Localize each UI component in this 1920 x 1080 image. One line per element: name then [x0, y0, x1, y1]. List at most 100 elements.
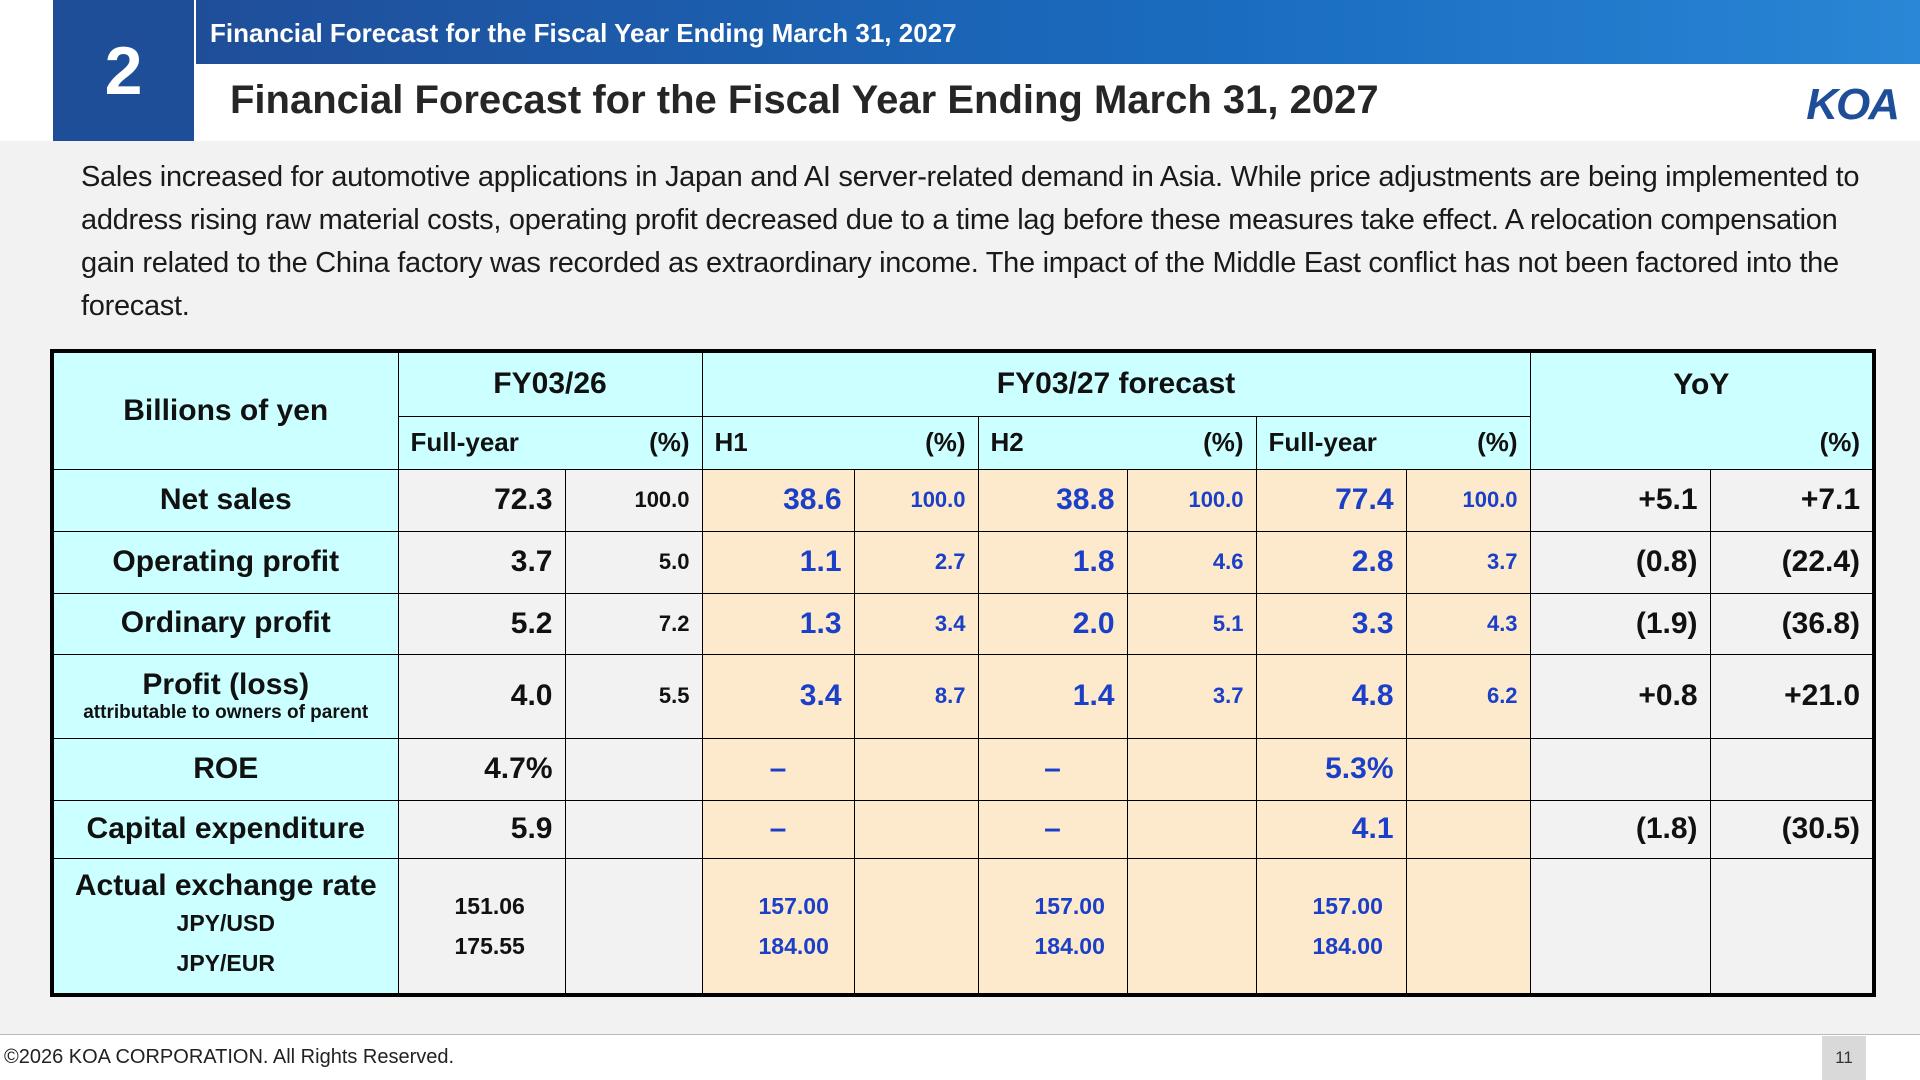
cell-text: – — [769, 812, 787, 845]
group-header: FY03/27 forecast — [701, 350, 1531, 417]
cell-text: 5.5 — [658, 683, 690, 708]
cell — [1529, 737, 1711, 801]
body-text: Sales increased for automotive applicati… — [81, 161, 1860, 322]
label-text: Operating profit — [112, 544, 340, 578]
cell: 1.4 — [977, 653, 1128, 739]
subheader: (%) — [1127, 415, 1257, 470]
row-label: Net sales — [51, 468, 399, 532]
cell: 2.7 — [853, 530, 979, 594]
cell: – — [977, 737, 1128, 801]
group-header: FY03/26 — [397, 350, 703, 417]
cell-text: 3.4 — [934, 610, 966, 636]
row-label: Operating profit — [51, 530, 399, 594]
subheader: (%) — [565, 415, 703, 470]
cell-text: 1.1 — [799, 545, 842, 578]
cell: 2.0 — [977, 592, 1128, 655]
label-text: Net sales — [159, 482, 292, 516]
cell-text: 7.2 — [658, 610, 690, 636]
cell: +0.8 — [1529, 653, 1711, 739]
cell-text: – — [769, 752, 787, 785]
cell: 157.00 184.00 — [701, 857, 855, 996]
cell: 5.5 — [564, 653, 703, 739]
data-row: Net sales 72.3 100.0 38.6 100.0 38.8 100.0 77.4… — [51, 468, 1875, 532]
cell-line: 157.00 — [1312, 892, 1383, 919]
subheader: Full-year — [1255, 415, 1407, 470]
cell: (22.4) — [1709, 530, 1875, 594]
subheader: (%) — [1406, 415, 1531, 470]
cell: 3.7 — [1126, 653, 1257, 739]
cell: (36.8) — [1709, 592, 1875, 655]
cell-text: +5.1 — [1638, 483, 1698, 516]
cell: – — [701, 799, 855, 859]
cell-text: 6.2 — [1486, 683, 1518, 708]
cell: 4.0 — [397, 653, 566, 739]
cell-text: 2.8 — [1351, 545, 1394, 578]
cell: 1.3 — [701, 592, 855, 655]
cell — [1405, 857, 1531, 996]
cell-text: +0.8 — [1638, 679, 1698, 712]
banner: Financial Forecast for the Fiscal Year E… — [196, 0, 1920, 64]
cell-text: (22.4) — [1781, 545, 1861, 578]
cell-text: 4.8 — [1351, 679, 1394, 712]
cell-text: (30.5) — [1781, 812, 1861, 845]
cell-text: +21.0 — [1784, 679, 1861, 712]
cell: 100.0 — [853, 468, 979, 532]
forecast-table: Billions of yen FY03/26 FY03/27 forecast Yo… — [50, 349, 1877, 997]
cell-line: 184.00 — [1312, 932, 1383, 959]
subheader: (%) — [1529, 416, 1875, 470]
cell: 5.1 — [1126, 592, 1257, 655]
cell: 38.8 — [977, 468, 1128, 532]
cell-text: 38.6 — [783, 483, 842, 516]
row-label: Ordinary profit — [51, 592, 399, 655]
label-text: Ordinary profit — [120, 606, 331, 640]
cell-text: 1.3 — [799, 606, 842, 640]
cell-line: 184.00 — [1034, 932, 1105, 959]
cell: (0.8) — [1529, 530, 1711, 594]
data-row: Operating profit 3.7 5.0 1.1 2.7 1.8 4.6 2.8 3.7… — [51, 530, 1875, 594]
cell-text: 100.0 — [1462, 487, 1518, 512]
cell-text: 3.4 — [799, 679, 842, 712]
cell: 72.3 — [397, 468, 566, 532]
cell: – — [977, 799, 1128, 859]
cell-text: 5.1 — [1212, 610, 1244, 636]
cell — [564, 799, 703, 859]
title: Financial Forecast for the Fiscal Year E… — [230, 78, 1379, 122]
cell — [1126, 857, 1257, 996]
cell: 1.1 — [701, 530, 855, 594]
logo: KOA — [1806, 80, 1900, 129]
subheader: H1 — [701, 415, 855, 470]
cell: +5.1 — [1529, 468, 1711, 532]
cell: 4.6 — [1126, 530, 1257, 594]
cell-text: 3.7 — [1486, 549, 1518, 574]
cell — [564, 857, 703, 996]
cell-text: – — [1044, 752, 1061, 785]
cell-text: 4.1 — [1351, 812, 1394, 845]
cell: 100.0 — [1405, 468, 1531, 532]
cell-text: 5.3% — [1325, 752, 1394, 785]
cell-line: 184.00 — [758, 932, 829, 959]
page-number: 11 — [1822, 1036, 1866, 1080]
cell: 3.4 — [853, 592, 979, 655]
cell-text: – — [1044, 812, 1061, 845]
cell: 4.8 — [1255, 653, 1407, 739]
cell — [1405, 799, 1531, 859]
cell — [853, 857, 979, 996]
cell-text: 4.7% — [484, 752, 553, 785]
cell-text: 5.2 — [510, 606, 553, 640]
cell — [1709, 737, 1875, 801]
cell-text: 8.7 — [934, 683, 966, 708]
cell — [853, 799, 979, 859]
cell-text: 2.0 — [1072, 606, 1115, 640]
cell-text: 3.7 — [510, 545, 553, 578]
header-row: Billions of yen FY03/26 FY03/27 forecast Yo… — [51, 350, 1875, 470]
cell — [1126, 799, 1257, 859]
cell: 3.3 — [1255, 592, 1407, 655]
cell-text: 4.3 — [1486, 610, 1518, 636]
row-label: Capital expenditure — [51, 799, 399, 859]
cell — [564, 737, 703, 801]
cell: 3.7 — [397, 530, 566, 594]
section-number: 2 — [53, 0, 194, 141]
cell: (30.5) — [1709, 799, 1875, 859]
cell-text: 3.7 — [1212, 683, 1244, 708]
cell: 151.06 175.55 — [397, 857, 566, 996]
